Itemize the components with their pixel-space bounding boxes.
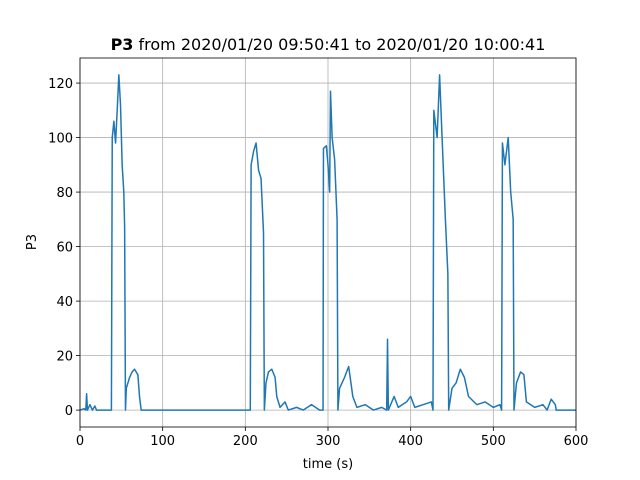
title-text: from 2020/01/20 09:50:41 to 2020/01/20 1…: [139, 35, 546, 54]
chart-title: P3 from 2020/01/20 09:50:41 to 2020/01/2…: [111, 35, 546, 54]
data-line: [79, 74, 576, 411]
y-tick-label: 60: [56, 241, 73, 256]
x-tick-label: 600: [564, 434, 589, 449]
x-tick-label: 500: [481, 434, 506, 449]
y-tick-label: 0: [65, 404, 73, 419]
y-tick-label: 40: [56, 295, 73, 310]
y-tick-label: 120: [48, 77, 73, 92]
y-tick-label: 80: [56, 186, 73, 201]
plot-frame: [79, 57, 577, 428]
y-tick-label: 20: [56, 350, 73, 365]
x-tick-label: 0: [76, 434, 84, 449]
x-tick-label: 400: [398, 434, 423, 449]
x-tick-label: 100: [150, 434, 175, 449]
y-axis-label: P3: [25, 234, 40, 250]
x-tick-label: 200: [233, 434, 258, 449]
x-tick-label: 300: [316, 434, 341, 449]
y-tick-label: 100: [48, 132, 73, 147]
x-axis-label: time (s): [303, 457, 353, 472]
title-bold: P3: [111, 35, 134, 54]
